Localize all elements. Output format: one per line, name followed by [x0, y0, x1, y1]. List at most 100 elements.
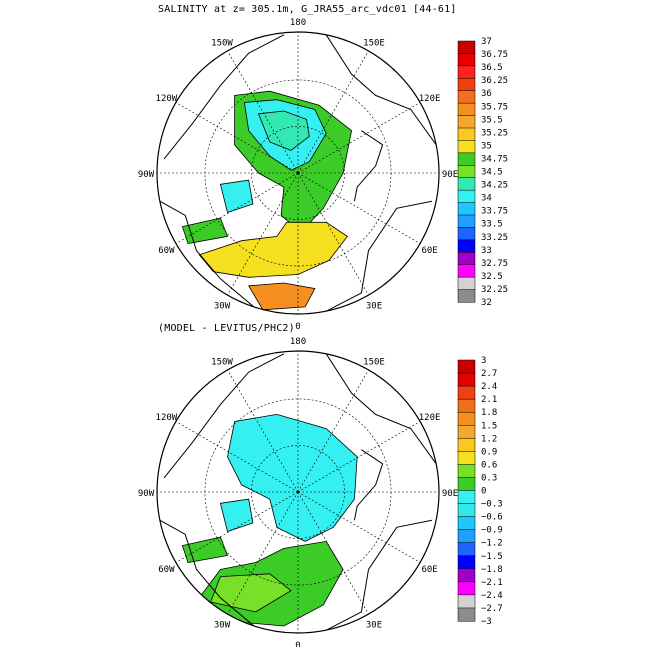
lon-label: 90E [442, 170, 458, 180]
coastlines [159, 353, 437, 631]
colorbar-tick-label: 1.2 [481, 434, 497, 444]
light-green-anomaly-region [210, 573, 292, 613]
panel-2-title: (MODEL - LEVITUS/PHC2) [158, 323, 295, 334]
colorbar-swatch [457, 90, 476, 104]
meridian-4 [297, 491, 421, 563]
meridian-5 [297, 172, 369, 296]
coastline-1 [325, 34, 437, 146]
colorbar-swatch [457, 490, 476, 505]
colorbar-tick-label: 32.75 [481, 259, 508, 269]
lon-label: 150W [211, 38, 233, 48]
latitude-circle-0 [251, 126, 345, 220]
graticule [157, 351, 439, 633]
colorbar-tick-label: 34.75 [481, 154, 508, 164]
colorbar-swatch [457, 529, 476, 544]
colorbar-swatch [457, 53, 476, 67]
colorbar-tick-label: 0 [481, 487, 486, 497]
coastline-4 [353, 130, 384, 202]
colorbar-swatch [457, 477, 476, 492]
colorbar-tick-label: 32 [481, 298, 492, 308]
meridian-10 [175, 421, 299, 493]
lon-label: 180 [290, 337, 306, 347]
lon-label: 0 [295, 641, 300, 647]
colorbar-swatch [457, 594, 476, 609]
colorbar-swatch [457, 607, 476, 622]
colorbar-swatch [457, 425, 476, 439]
colorbar-tick-label: 0.6 [481, 460, 497, 470]
colorbar-tick-label: −0.9 [481, 526, 503, 536]
colorbar-tick-label: 33.5 [481, 220, 503, 230]
lon-label: 180 [290, 18, 306, 28]
lon-label: 60W [158, 246, 175, 256]
meridian-2 [297, 421, 421, 493]
cyan-archipelago-region [219, 498, 254, 533]
coastline-2 [325, 519, 432, 631]
meridian-5 [297, 491, 369, 615]
lon-label: 30W [214, 621, 231, 631]
colorbar-swatch [457, 568, 476, 583]
colorbar-tick-label: −1.5 [481, 552, 503, 562]
coastline-0 [163, 353, 285, 479]
lon-label: 0 [295, 322, 300, 332]
colorbar-swatch [457, 214, 476, 228]
colorbar-swatch [457, 289, 476, 303]
colorbar-tick-label: 0.9 [481, 447, 497, 457]
colorbar-tick-label: 35.5 [481, 115, 503, 125]
colorbar-tick-label: 33.25 [481, 233, 508, 243]
meridian-7 [227, 172, 299, 296]
colorbar-tick-label: 33 [481, 246, 492, 256]
coastlines [159, 34, 437, 312]
colorbar-swatch [457, 542, 476, 557]
coastline-1 [325, 353, 437, 465]
colorbar-tick-label: −2.1 [481, 578, 503, 588]
colorbar-swatch [457, 177, 476, 191]
orange-high-salinity-region [248, 282, 316, 311]
lon-label: 90W [138, 489, 155, 499]
colorbar-tick-label: 34.5 [481, 168, 503, 178]
colorbar-swatch [457, 581, 476, 596]
colorbar-tick-label: 2.1 [481, 395, 497, 405]
map-panel-2: 180 150E 120E 90E 60E 30E 0 30W 60W 90W 120W 150W 3 2… [138, 337, 503, 647]
colorbar-tick-label: −0.6 [481, 513, 503, 523]
colorbar-swatch [457, 359, 476, 374]
graticule [157, 32, 439, 314]
coastline-2 [325, 200, 432, 312]
coastline-3 [159, 519, 257, 628]
colorbar-swatch [457, 65, 476, 79]
colorbar-tick-label: 34 [481, 194, 492, 204]
meridian-10 [175, 102, 299, 174]
colorbar-swatch [457, 555, 476, 570]
colorbar-tick-label: 2.4 [481, 382, 497, 392]
colorbar-swatch [457, 464, 476, 478]
lon-label: 60E [421, 246, 437, 256]
colorbar-swatch [457, 78, 476, 92]
colorbar-tick-label: 0.3 [481, 473, 497, 483]
colorbar-swatch [457, 140, 476, 154]
colorbar-1: 37 36.75 36.5 36.25 36 35.75 35.5 35.25 35 34.75 3… [457, 37, 508, 308]
lon-label: 120W [156, 94, 178, 104]
lon-label: 30E [366, 302, 382, 312]
colorbar-swatch [457, 276, 476, 291]
lon-label: 120E [419, 94, 441, 104]
data-fill-layer [181, 90, 353, 311]
meridian-8 [175, 491, 299, 563]
panel-1-title: SALINITY at z= 305.1m, G_JRA55_arc_vdc01… [158, 4, 457, 15]
cyan-archipelago-region [219, 179, 254, 214]
colorbar-swatch [457, 252, 476, 266]
colorbar-swatch [457, 398, 476, 413]
colorbar-swatch [457, 165, 476, 179]
colorbar-tick-label: 2.7 [481, 369, 497, 379]
colorbar-tick-label: −2.4 [481, 591, 503, 601]
colorbar-tick-label: 36.5 [481, 63, 503, 73]
colorbar-tick-label: 36.25 [481, 76, 508, 86]
lon-label: 30E [366, 621, 382, 631]
colorbar-swatch [457, 239, 476, 253]
colorbar-swatch [457, 411, 476, 426]
colorbar-tick-label: 37 [481, 37, 492, 47]
meridian-4 [297, 172, 421, 244]
colorbar-swatch [457, 227, 476, 241]
coastline-3 [159, 200, 257, 309]
meridian-7 [227, 491, 299, 615]
